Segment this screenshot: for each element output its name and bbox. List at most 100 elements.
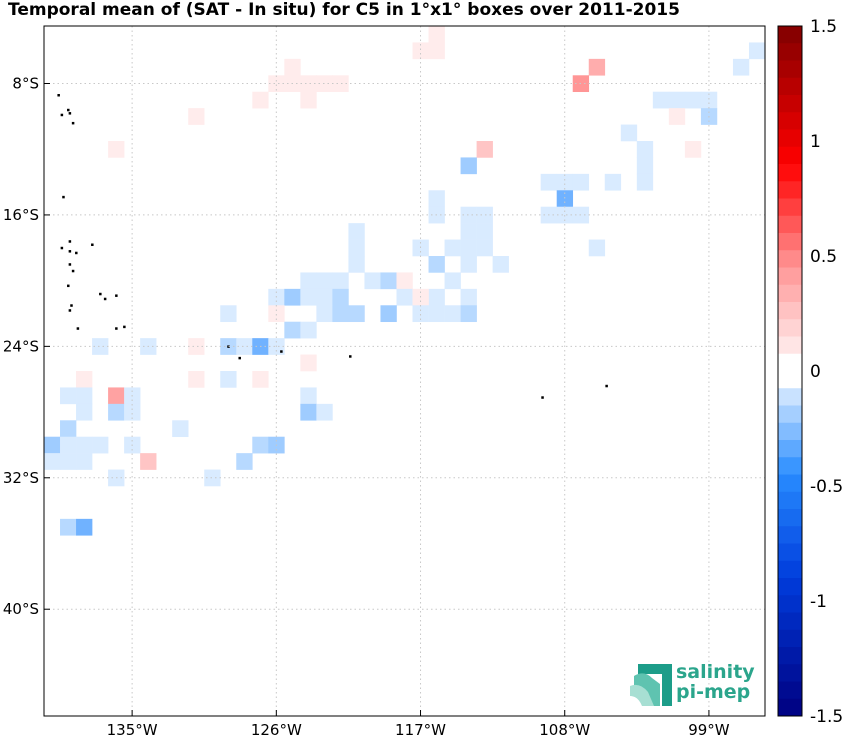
heatmap-cell [236, 338, 253, 355]
heatmap-cell [188, 371, 205, 388]
island [57, 94, 60, 97]
colorbar-segment [778, 681, 802, 700]
colorbar-segment [778, 647, 802, 665]
heatmap-cell [556, 173, 574, 191]
colorbar-frame [777, 25, 803, 717]
heatmap-cell [652, 91, 670, 109]
heatmap-cell [476, 239, 493, 257]
heatmap-cell [444, 239, 461, 257]
heatmap-cell [108, 141, 125, 158]
heatmap-cell [604, 173, 622, 191]
island [71, 269, 75, 273]
island [70, 304, 73, 307]
island [280, 350, 283, 353]
island [68, 112, 72, 115]
heatmap-cell [684, 91, 702, 109]
colorbar-segment [778, 43, 802, 61]
island [76, 327, 80, 330]
colorbar-segment [778, 422, 802, 441]
heatmap-cell [460, 256, 477, 273]
x-tick-label: 99°W [688, 721, 730, 739]
heatmap-cells [44, 26, 766, 536]
heatmap-cell [300, 387, 317, 405]
colorbar-segment [778, 112, 802, 130]
y-tick-label: 32°S [3, 469, 39, 487]
heatmap-cell [300, 75, 317, 93]
island [99, 292, 102, 296]
colorbar-segment [778, 353, 802, 372]
heatmap-cell [252, 91, 269, 109]
colorbar-segment [778, 250, 802, 268]
heatmap-cell [492, 256, 509, 273]
island [541, 396, 544, 399]
island [115, 294, 118, 297]
heatmap-cell [428, 288, 445, 306]
heatmap-cell [396, 272, 413, 290]
heatmap-cell [636, 173, 654, 191]
heatmap-cell [60, 420, 77, 438]
heatmap-cell [332, 305, 349, 323]
colorbar-segment [778, 371, 802, 389]
island [60, 246, 64, 250]
heatmap-cell [748, 42, 766, 60]
colorbar-segment [778, 146, 802, 165]
colorbar-segment [778, 267, 802, 286]
heatmap-cell [220, 371, 237, 388]
island [91, 243, 94, 246]
colorbar-segment [778, 215, 802, 234]
heatmap-cell [348, 305, 365, 323]
heatmap-cell [588, 239, 606, 257]
x-tick-label: 126°W [251, 721, 302, 739]
heatmap-cell [316, 403, 333, 421]
heatmap-cell [284, 288, 301, 306]
heatmap-cell [60, 436, 77, 454]
island [62, 195, 65, 199]
heatmap-cell [428, 305, 445, 323]
heatmap-cell [444, 305, 461, 323]
colorbar-segment [778, 233, 802, 251]
colorbar-tick-label: 1 [810, 132, 821, 152]
heatmap-cell [332, 288, 349, 306]
heatmap-cell [332, 75, 349, 93]
heatmap-cell [668, 91, 686, 109]
colorbar-tick-label: -1 [810, 592, 827, 612]
heatmap-cell [92, 436, 109, 454]
heatmap-cell [556, 190, 574, 208]
island [68, 309, 72, 312]
heatmap-cell [220, 305, 237, 323]
island [75, 251, 78, 255]
heatmap-cell [636, 141, 654, 158]
heatmap-cell [700, 91, 718, 109]
heatmap-cell [252, 371, 269, 388]
heatmap-cell [332, 272, 349, 290]
heatmap-cell [268, 75, 285, 93]
island [605, 384, 608, 388]
y-tick-label: 24°S [3, 337, 39, 355]
x-tick-label: 108°W [539, 721, 590, 739]
heatmap-cell [284, 58, 301, 76]
heatmap-cell [364, 272, 381, 290]
colorbar: 1.5 1 0.5 0 -0.5 -1 -1.5 [777, 17, 843, 727]
salinity-pi-mep-logo: salinity pi-mep [628, 660, 758, 708]
logo-line-2: pi-mep [676, 681, 751, 703]
island [71, 121, 75, 125]
heatmap-cell [348, 239, 365, 257]
heatmap-cell [300, 403, 317, 421]
heatmap-cell [76, 403, 93, 421]
heatmap-cell [316, 272, 333, 290]
heatmap-cell [140, 453, 157, 470]
colorbar-segment [778, 440, 802, 458]
island [60, 113, 64, 117]
heatmap-cell [300, 272, 317, 290]
heatmap-cell [188, 108, 205, 125]
heatmap-cell [428, 256, 445, 273]
heatmap-cell [316, 75, 333, 93]
heatmap-cell [188, 338, 205, 355]
heatmap-cell [76, 518, 93, 536]
colorbar-segment [778, 388, 802, 406]
axis-ticks: 135°W 126°W 117°W 108°W 99°W 8°S 16°S 24°S 32°S 4… [3, 75, 730, 740]
heatmap-cell [44, 453, 61, 470]
island [115, 327, 118, 330]
colorbar-segment [778, 181, 802, 199]
